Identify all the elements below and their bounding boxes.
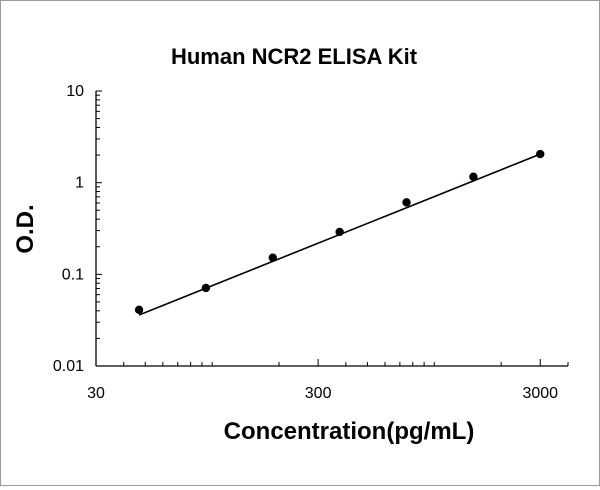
- data-point: [134, 305, 144, 315]
- x-tick-label: 3000: [522, 385, 558, 402]
- data-point: [536, 149, 545, 159]
- y-tick-label: 0.01: [53, 358, 84, 375]
- data-points-layer: [134, 149, 545, 315]
- data-point: [469, 172, 478, 181]
- x-axis-label: Concentration(pg/mL): [224, 418, 475, 445]
- y-tick-label: 0.1: [62, 266, 84, 283]
- y-tick-label: 1: [75, 175, 84, 192]
- data-point: [335, 227, 344, 237]
- axes: [95, 90, 569, 367]
- tick-labels: 0.01 0.1 1 10 30 300 3000: [53, 83, 558, 402]
- data-point: [268, 253, 277, 262]
- data-point: [201, 283, 211, 293]
- y-tick-label: 10: [66, 83, 84, 100]
- chart-title: Human NCR2 ELISA Kit: [171, 44, 418, 69]
- data-point: [402, 198, 411, 207]
- x-tick-label: 30: [87, 385, 105, 402]
- x-tick-label: 300: [305, 385, 332, 402]
- y-axis-label: O.D.: [12, 204, 39, 253]
